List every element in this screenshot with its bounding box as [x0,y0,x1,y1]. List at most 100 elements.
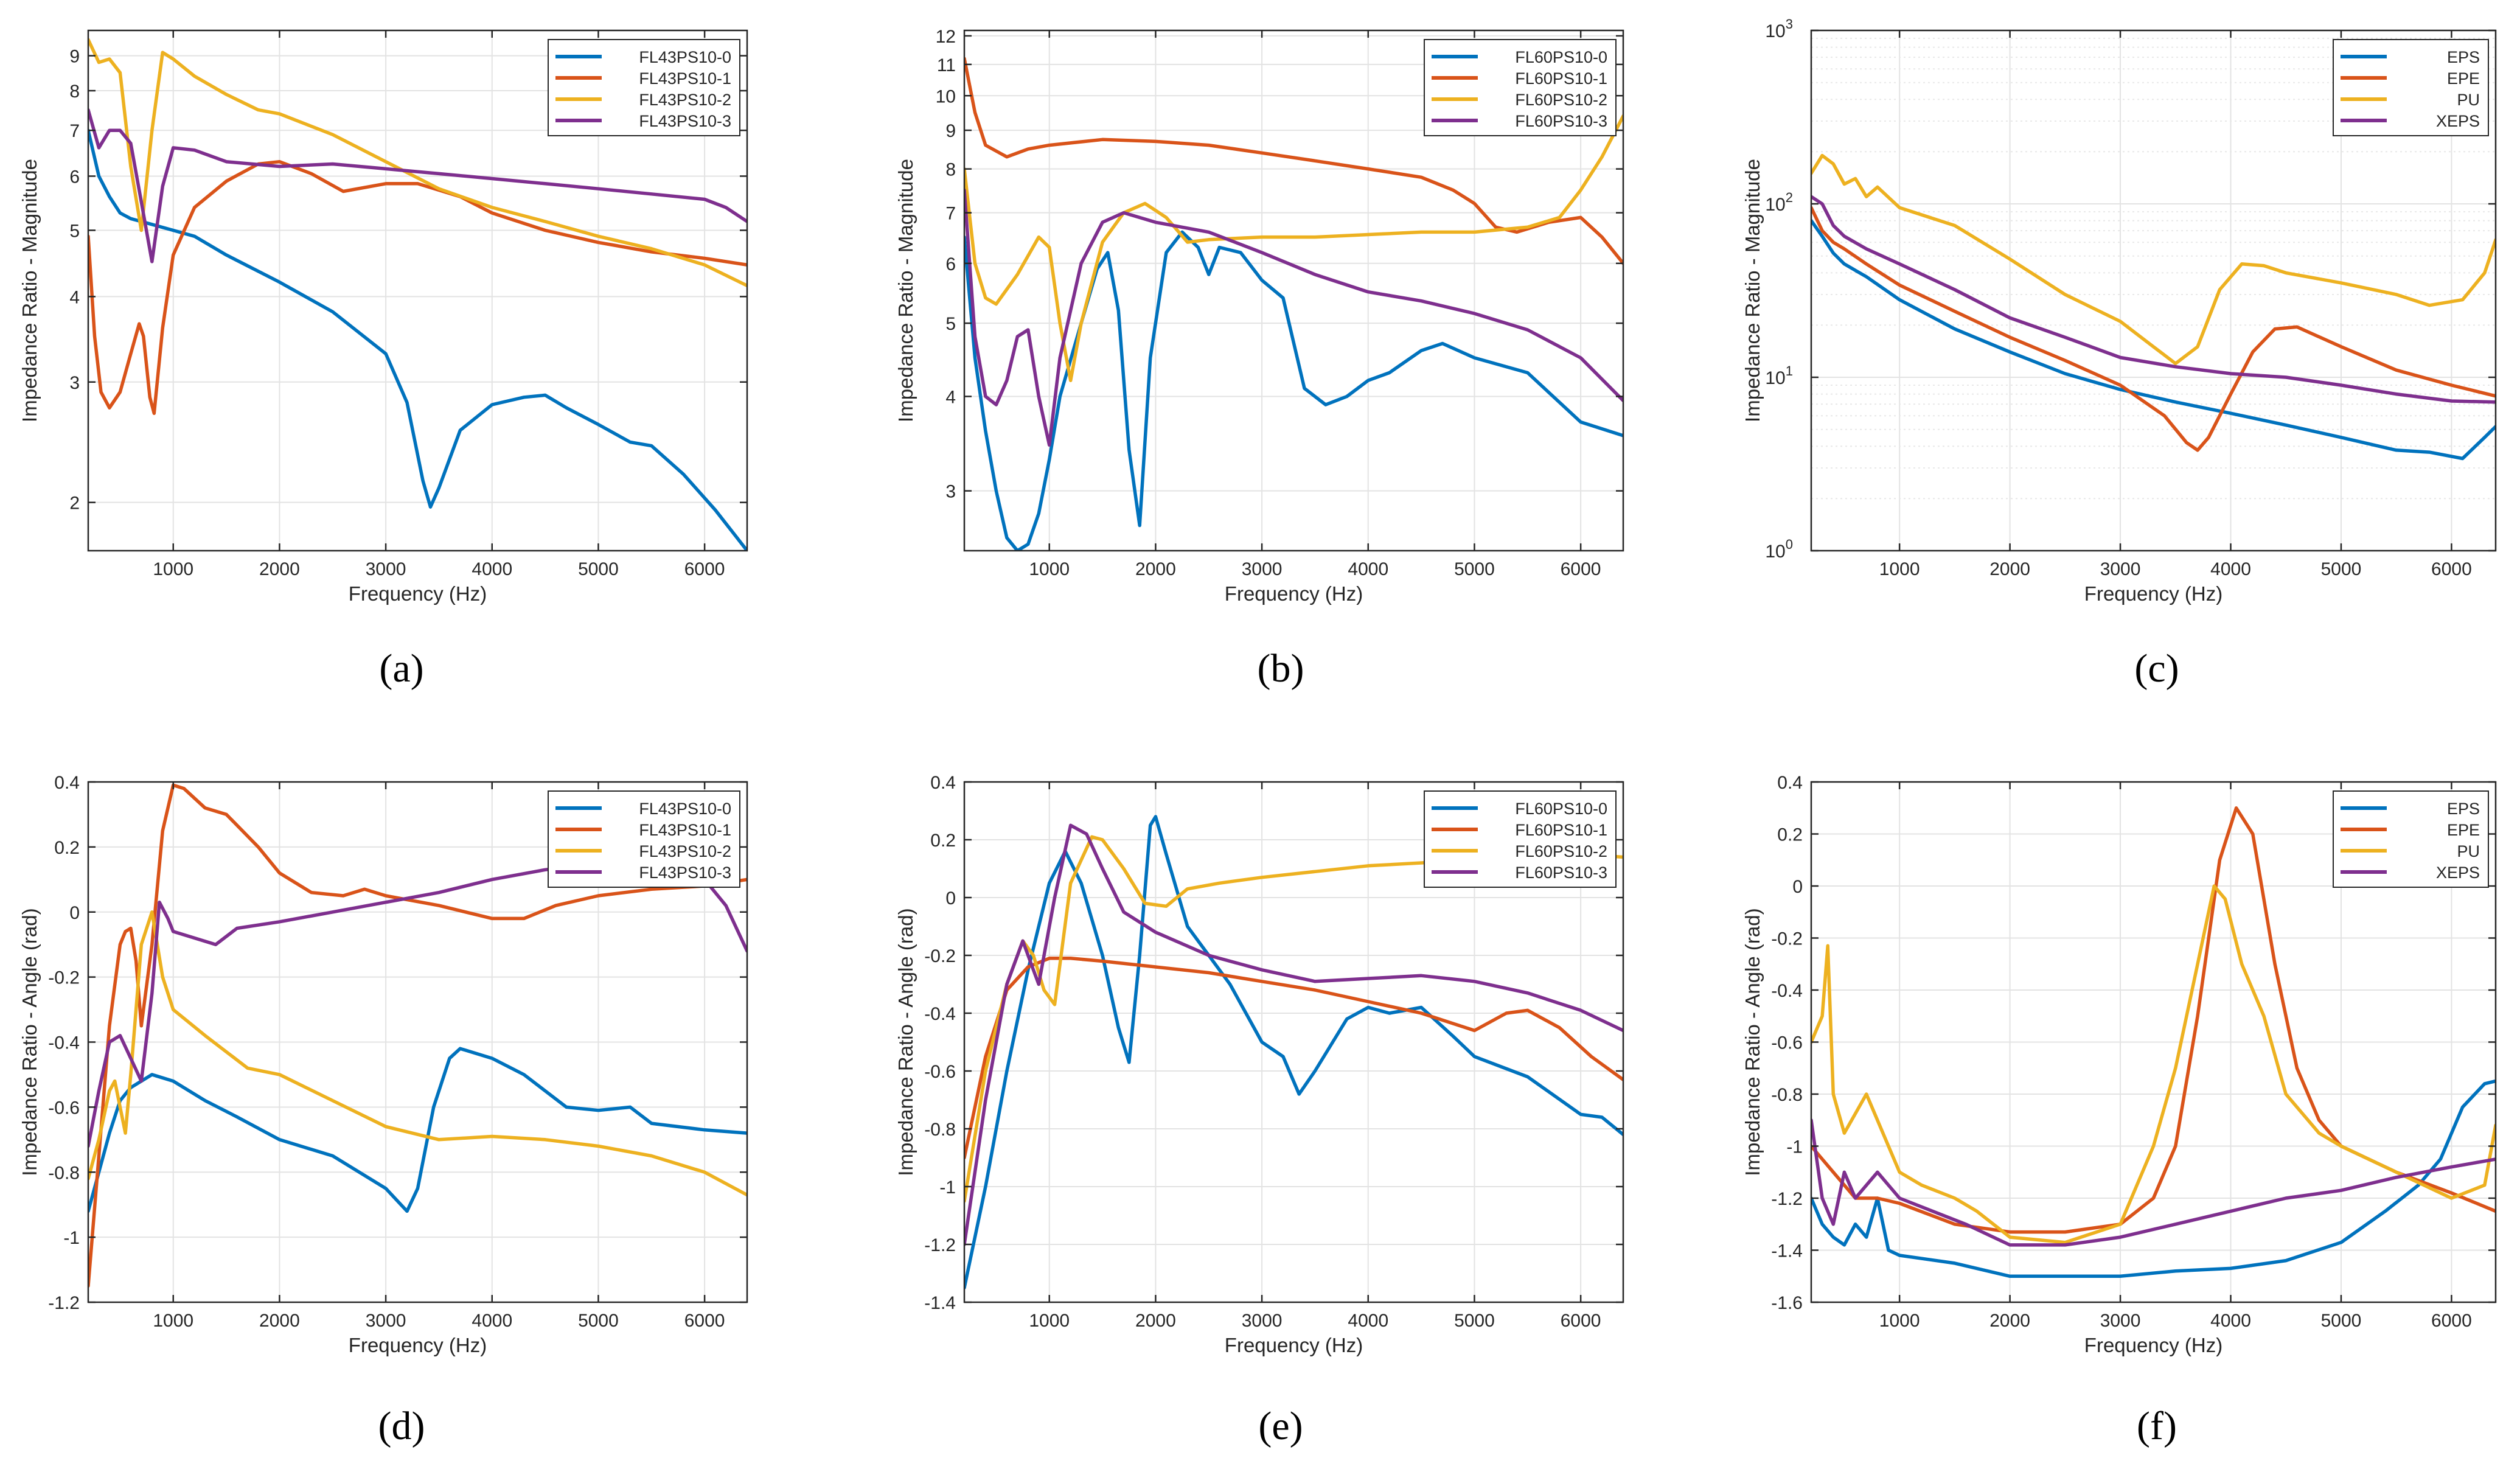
y-tick-label: -0.8 [48,1163,80,1183]
x-tick-label: 4000 [472,1311,512,1331]
y-axis-label: Impedance Ratio - Angle (rad) [18,908,41,1176]
panel-f: 1000 2000 3000 4000 5000 6000 -1.6 -1.4 -1.2 -1 -0… [1741,773,2497,1448]
y-tick-label: -1.4 [1771,1241,1803,1261]
x-axis-label: Frequency (Hz) [2084,582,2222,605]
y-axis-label: Impedance Ratio - Magnitude [894,159,917,422]
y-tick-label: 3 [69,373,80,393]
axes-box [963,781,1624,1303]
y-tick-label: -0.2 [48,968,80,988]
y-tick-label: 0.2 [1777,825,1803,845]
y-tick-label: 5 [69,221,80,241]
legend-label: FL43PS10-1 [639,69,731,88]
axes-box [87,29,748,552]
y-tick-label: -1 [1786,1137,1803,1157]
axes-box [963,29,1624,552]
legend: FL60PS10-0 FL60PS10-1 FL60PS10-2 FL60PS10-3 [1424,39,1617,136]
x-tick-label: 2000 [259,1311,300,1331]
y-tick-label: -0.4 [924,1004,956,1024]
panel-a: 1000 2000 3000 4000 5000 6000 2 3 4 5 6 7 8 9 Frequenc… [18,29,748,691]
x-tick-label: 6000 [1561,1311,1601,1331]
legend-label: FL43PS10-0 [639,48,731,66]
legend-label: FL60PS10-1 [1515,821,1607,839]
y-tick-label: 5 [945,314,956,334]
legend-label: FL43PS10-0 [639,800,731,818]
series-line-xeps [1811,195,2496,404]
legend-label: XEPS [2436,112,2480,130]
legend: FL60PS10-0 FL60PS10-1 FL60PS10-2 FL60PS10-3 [1424,790,1617,888]
y-tick-label: 6 [69,167,80,187]
x-tick-label: 6000 [684,559,725,579]
y-tick-label: 0 [69,903,80,923]
legend-label: EPS [2447,800,2480,818]
y-tick-label: 0.2 [930,831,956,851]
x-tick-label: 5000 [578,559,619,579]
y-tick-label: 0.4 [930,773,956,793]
y-tick-label: -0.4 [1771,981,1803,1001]
x-tick-label: 4000 [1348,559,1388,579]
x-axis-label: Frequency (Hz) [1225,1334,1363,1356]
minor-grid [1811,38,2496,500]
x-tick-label: 3000 [1242,1311,1283,1331]
x-tick-label: 2000 [259,559,300,579]
panel-caption: (e) [1258,1404,1303,1448]
x-tick-label: 5000 [2321,559,2362,579]
series-line-fl43ps10-3 [88,108,747,263]
y-tick-label: 12 [936,27,956,47]
legend: EPS EPE PU XEPS [2333,790,2489,888]
series-line-fl60ps10-0 [964,230,1623,551]
series-group [1811,806,2496,1278]
y-tick-label: -0.6 [48,1098,80,1118]
x-tick-label: 4000 [2210,1311,2251,1331]
y-tick-label: -1.6 [1771,1293,1803,1313]
y-axis-label: Impedance Ratio - Angle (rad) [1741,908,1764,1176]
series-line-fl43ps10-1 [88,783,747,1288]
series-group [964,57,1623,551]
y-axis-label: Impedance Ratio - Magnitude [18,159,41,422]
x-tick-label: 2000 [1135,1311,1176,1331]
panel-e: 1000 2000 3000 4000 5000 6000 -1.4 -1.2 -1 -0.8 -0… [894,773,1624,1448]
y-tick-label: 102 [1765,190,1793,215]
y-tick-label: -1 [63,1228,80,1248]
y-tick-label: -1.2 [924,1235,956,1255]
y-tick-label: 103 [1765,16,1793,41]
series-line-epe [1811,806,2496,1234]
x-tick-label: 4000 [2210,559,2251,579]
series-line-pu [1811,884,2496,1244]
x-tick-label: 3000 [2100,1311,2141,1331]
series-line-xeps [1811,1118,2496,1247]
y-tick-label: 0.4 [1777,773,1803,793]
y-tick-label: -0.6 [924,1062,956,1082]
legend-label: FL43PS10-2 [639,842,731,860]
legend-label: FL43PS10-1 [639,821,731,839]
x-tick-label: 3000 [366,559,406,579]
legend-label: FL60PS10-2 [1515,842,1607,860]
y-tick-label: 9 [69,47,80,67]
x-tick-label: 6000 [684,1311,725,1331]
series-group [964,815,1623,1290]
x-tick-label: 3000 [2100,559,2141,579]
panel-caption: (a) [379,646,423,691]
series-line-fl43ps10-0 [88,128,747,551]
x-tick-label: 1000 [1879,559,1920,579]
series-line-pu [1811,153,2496,366]
panel-d: 1000 2000 3000 4000 5000 6000 -1.2 -1 -0.8 -0.6 -0… [18,773,748,1448]
grid [964,782,1623,1302]
x-axis-label: Frequency (Hz) [349,1334,487,1356]
y-tick-label: 7 [69,121,80,141]
y-tick-label: -0.2 [924,946,956,966]
y-tick-exponent: 2 [1786,190,1793,205]
series-line-fl43ps10-1 [88,159,747,415]
x-tick-label: 2000 [1989,1311,2030,1331]
x-tick-label: 1000 [1879,1311,1920,1331]
panel-caption: (c) [2134,646,2179,691]
x-axis-label: Frequency (Hz) [1225,582,1363,605]
x-tick-label: 2000 [1135,559,1176,579]
y-tick-label: 0 [945,888,956,909]
x-tick-label: 4000 [1348,1311,1388,1331]
x-tick-label: 5000 [2321,1311,2362,1331]
panel-caption: (d) [378,1404,425,1448]
legend-label: FL60PS10-2 [1515,91,1607,109]
series-line-fl60ps10-1 [964,957,1623,1160]
y-tick-label: 11 [937,55,956,75]
legend: EPS EPE PU XEPS [2333,39,2489,136]
